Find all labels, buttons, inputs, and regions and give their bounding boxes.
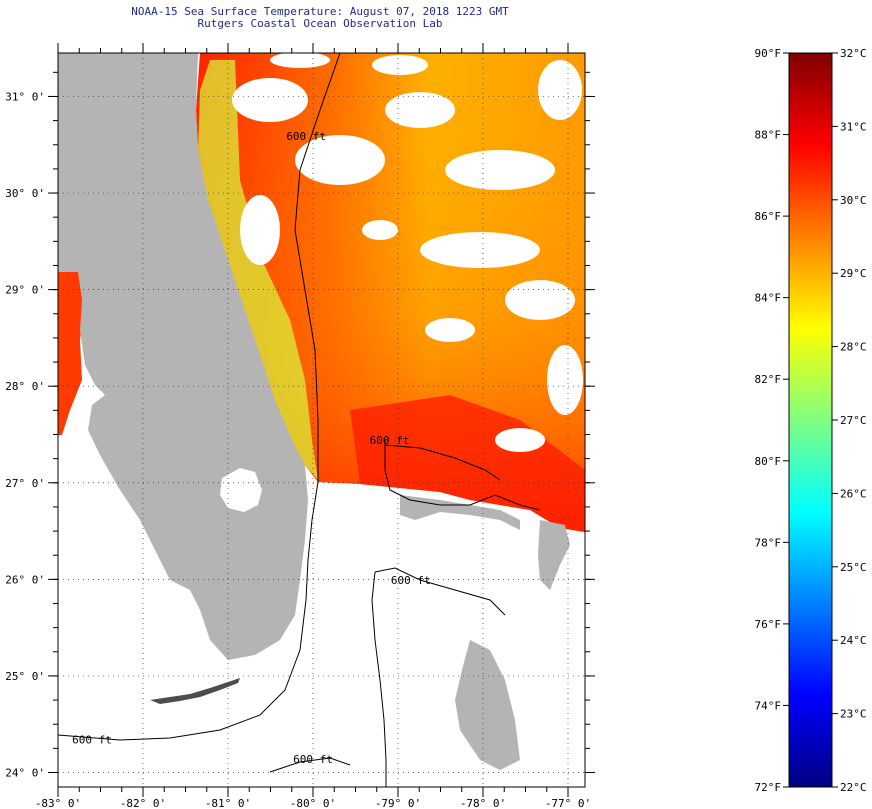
- colorbar-fahrenheit-labels: 90°F 88°F 86°F 84°F 82°F 80°F 78°F 76°F 74°F 72°F: [755, 47, 789, 794]
- c-label: 28°C: [840, 341, 867, 354]
- lon-label: -81° 0': [205, 797, 251, 809]
- lon-label: -77° 0': [545, 797, 591, 809]
- c-label: 22°C: [840, 781, 867, 794]
- contour-label: 600 ft: [72, 734, 112, 747]
- cloud-mask: [232, 53, 583, 452]
- f-label: 72°F: [755, 781, 782, 794]
- c-label: 27°C: [840, 414, 867, 427]
- map-title: NOAA-15 Sea Surface Temperature: August …: [60, 6, 580, 30]
- contour-label: 600 ft: [286, 130, 326, 143]
- c-label: 30°C: [840, 194, 867, 207]
- c-label: 24°C: [840, 634, 867, 647]
- c-label: 25°C: [840, 561, 867, 574]
- lat-label: 27° 0': [5, 477, 45, 490]
- lat-label: 26° 0': [5, 573, 45, 586]
- f-label: 82°F: [755, 373, 782, 386]
- c-label: 31°C: [840, 120, 867, 133]
- f-label: 90°F: [755, 47, 782, 60]
- colorbar-scale: [788, 52, 833, 788]
- title-line-2: Rutgers Coastal Ocean Observation Lab: [197, 17, 443, 30]
- lon-label: -83° 0': [35, 797, 81, 809]
- lat-label: 25° 0': [5, 670, 45, 683]
- lat-label: 31° 0': [5, 90, 45, 103]
- f-label: 86°F: [755, 210, 782, 223]
- lon-label: -80° 0': [290, 797, 336, 809]
- bathymetry-contours: [58, 53, 541, 787]
- contour-label: 600 ft: [391, 574, 431, 587]
- lat-label: 29° 0': [5, 284, 45, 297]
- f-label: 84°F: [755, 292, 782, 305]
- lat-label: 30° 0': [5, 187, 45, 200]
- lat-label: 24° 0': [5, 767, 45, 780]
- contour-labels: 600 ft 600 ft 600 ft 600 ft 600 ft: [72, 130, 431, 766]
- map-border: [57, 52, 586, 788]
- bahamas-andros: [455, 640, 520, 770]
- lat-label: 28° 0': [5, 380, 45, 393]
- contour-label: 600 ft: [293, 753, 333, 766]
- c-label: 29°C: [840, 267, 867, 280]
- lon-label: -79° 0': [375, 797, 421, 809]
- lon-label: -78° 0': [460, 797, 506, 809]
- f-label: 80°F: [755, 455, 782, 468]
- bahamas-abaco: [538, 520, 570, 590]
- colorbar-celsius-labels: 32°C 31°C 30°C 29°C 28°C 27°C 26°C 25°C 24°C 23°C…: [832, 47, 867, 794]
- f-label: 74°F: [755, 699, 782, 712]
- title-line-1: NOAA-15 Sea Surface Temperature: August …: [131, 5, 509, 18]
- f-label: 76°F: [755, 618, 782, 631]
- c-label: 26°C: [840, 487, 867, 500]
- c-label: 23°C: [840, 708, 867, 721]
- lon-label: -82° 0': [120, 797, 166, 809]
- axis-ticks: [48, 43, 595, 797]
- sst-coastal-band: [198, 60, 318, 480]
- contour-label: 600 ft: [370, 434, 410, 447]
- longitude-labels: -83° 0' -82° 0' -81° 0' -80° 0' -79° 0' -78° …: [35, 797, 591, 809]
- lake-okeechobee: [220, 468, 262, 512]
- florida-keys: [150, 678, 240, 704]
- latitude-labels: 31° 0' 30° 0' 29° 0' 28° 0' 27° 0' 26° 0' 25° …: [5, 90, 45, 779]
- c-label: 32°C: [840, 47, 867, 60]
- f-label: 88°F: [755, 129, 782, 142]
- f-label: 78°F: [755, 536, 782, 549]
- sst-data-gulf: [58, 272, 85, 435]
